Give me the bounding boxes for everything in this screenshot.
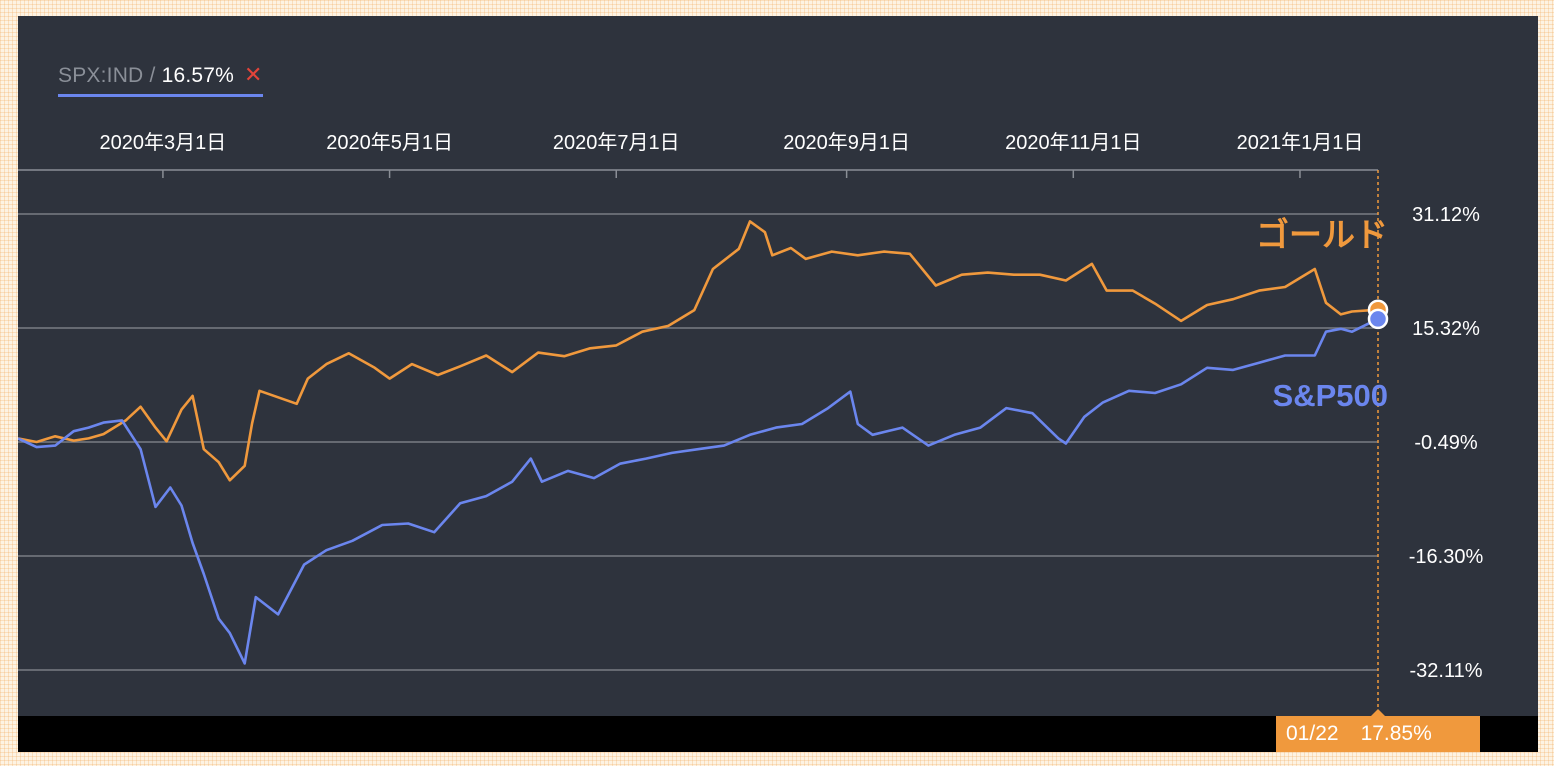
series-label-gold: ゴールド	[1256, 215, 1388, 254]
crosshair-tag: 01/22 17.85%	[1276, 716, 1480, 752]
y-tick-label-1: 15.32%	[1412, 318, 1480, 340]
legend-symbol: SPX:IND	[58, 64, 144, 87]
legend-chip[interactable]: SPX:IND / 16.57% ✕	[58, 62, 263, 97]
chart-panel: SPX:IND / 16.57% ✕ 31.12% 15.32% -0.49% -16…	[18, 16, 1538, 752]
x-tick-label-5: 2021年1月1日	[1237, 131, 1364, 154]
series-label-spx: S&P500	[1273, 378, 1388, 413]
y-tick-label-4: -32.11%	[1409, 660, 1482, 682]
x-tick-label-3: 2020年9月1日	[783, 131, 910, 154]
line-chart[interactable]: 31.12% 15.32% -0.49% -16.30% -32.11% 2020年3月1…	[18, 16, 1538, 716]
crosshair-value: 17.85%	[1360, 722, 1432, 745]
y-tick-label-3: -16.30%	[1409, 546, 1484, 568]
crosshair-date: 01/22	[1286, 722, 1339, 745]
legend-separator: /	[149, 64, 156, 87]
series-end-marker-spx	[1367, 308, 1389, 330]
legend-percent: 16.57%	[161, 64, 234, 87]
x-tick-label-1: 2020年5月1日	[326, 131, 453, 154]
y-tick-label-2: -0.49%	[1414, 432, 1478, 454]
x-tick-label-4: 2020年11月1日	[1005, 131, 1141, 154]
series-line-spx	[18, 317, 1379, 665]
close-icon[interactable]: ✕	[244, 62, 263, 87]
crosshair-tag-pointer	[1371, 709, 1385, 716]
series-line-gold	[18, 220, 1379, 482]
x-tick-label-0: 2020年3月1日	[100, 131, 227, 154]
x-tick-label-2: 2020年7月1日	[553, 131, 680, 154]
y-tick-label-0: 31.12%	[1412, 204, 1480, 226]
